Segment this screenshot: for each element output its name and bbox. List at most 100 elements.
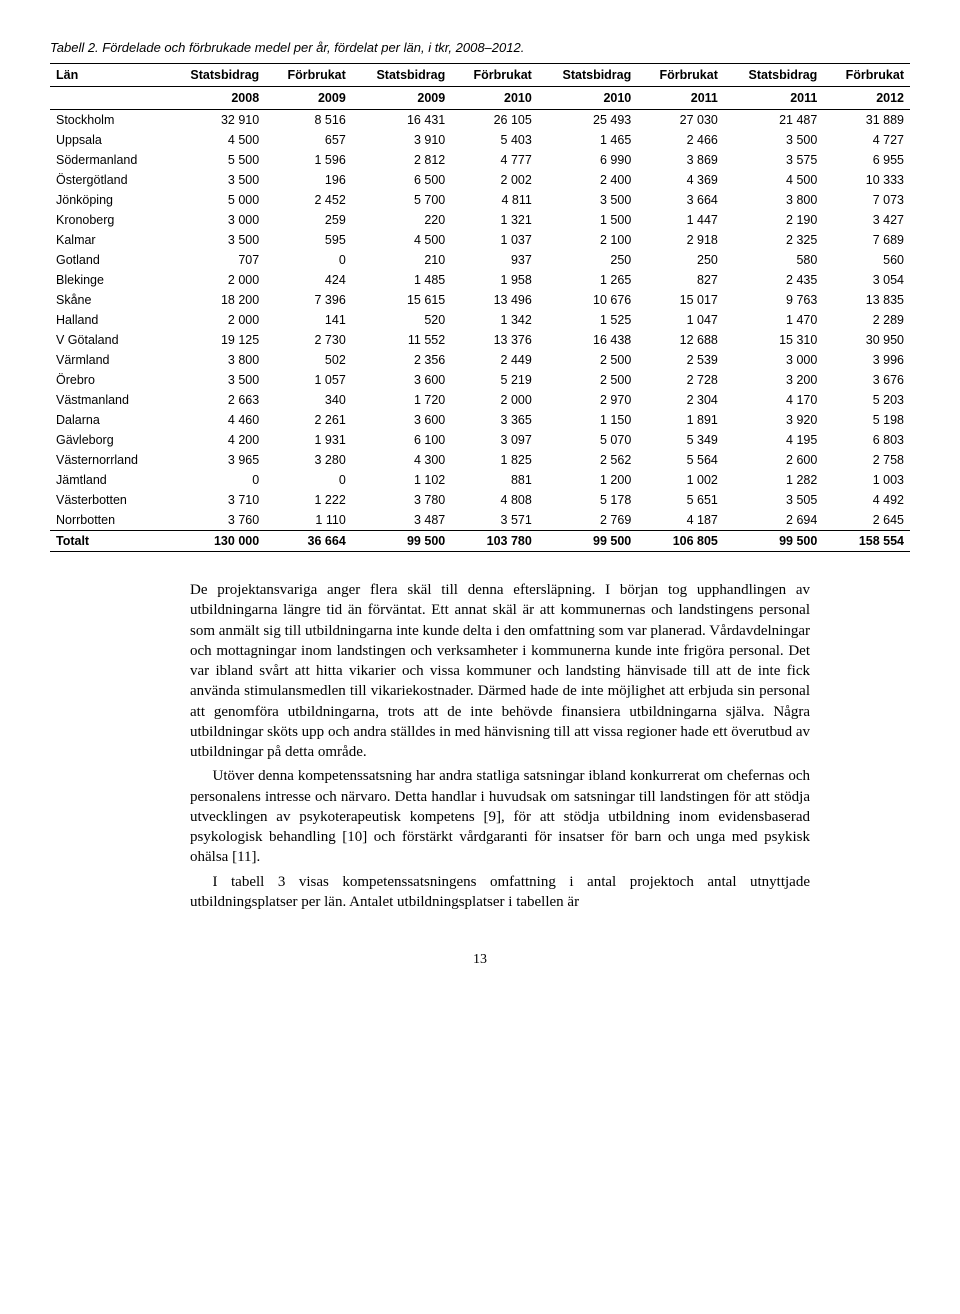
table-cell: 424 (265, 270, 352, 290)
table-cell: 4 811 (451, 190, 538, 210)
table-cell: 2 645 (823, 510, 910, 531)
table-cell: 15 615 (352, 290, 451, 310)
table-cell: 2 289 (823, 310, 910, 330)
table-cell: 3 600 (352, 410, 451, 430)
table-cell: 7 689 (823, 230, 910, 250)
col-subheader: 2009 (265, 87, 352, 110)
table-cell: 580 (724, 250, 823, 270)
table-cell: 2 000 (166, 310, 265, 330)
table-cell: 99 500 (538, 531, 637, 552)
table-row: Norrbotten3 7601 1103 4873 5712 7694 187… (50, 510, 910, 531)
table-cell: 2 663 (166, 390, 265, 410)
table-cell: Jämtland (50, 470, 166, 490)
table-cell: 3 097 (451, 430, 538, 450)
paragraph: De projektansvariga anger flera skäl til… (190, 580, 810, 762)
table-cell: Värmland (50, 350, 166, 370)
table-cell: 3 676 (823, 370, 910, 390)
table-cell: 5 203 (823, 390, 910, 410)
table-cell: 3 500 (724, 130, 823, 150)
table-row: Uppsala4 5006573 9105 4031 4652 4663 500… (50, 130, 910, 150)
table-row: Dalarna4 4602 2613 6003 3651 1501 8913 9… (50, 410, 910, 430)
table-cell: 3 920 (724, 410, 823, 430)
table-cell: 3 365 (451, 410, 538, 430)
table-row: Västernorrland3 9653 2804 3001 8252 5625… (50, 450, 910, 470)
table-row: Östergötland3 5001966 5002 0022 4004 369… (50, 170, 910, 190)
table-row: Stockholm32 9108 51616 43126 10525 49327… (50, 110, 910, 131)
table-cell: 30 950 (823, 330, 910, 350)
table-cell: 595 (265, 230, 352, 250)
table-cell: 2 000 (451, 390, 538, 410)
table-row: Gävleborg4 2001 9316 1003 0975 0705 3494… (50, 430, 910, 450)
table-cell: Kronoberg (50, 210, 166, 230)
table-cell: 3 571 (451, 510, 538, 531)
table-cell: 520 (352, 310, 451, 330)
table-cell: 1 447 (637, 210, 724, 230)
table-cell: 16 431 (352, 110, 451, 131)
table-cell: 3 600 (352, 370, 451, 390)
table-cell: 141 (265, 310, 352, 330)
table-cell: 4 460 (166, 410, 265, 430)
table-cell: 2 002 (451, 170, 538, 190)
table-cell: 3 965 (166, 450, 265, 470)
table-cell: 1 825 (451, 450, 538, 470)
table-row: Västerbotten3 7101 2223 7804 8085 1785 6… (50, 490, 910, 510)
table-cell: 2 500 (538, 350, 637, 370)
table-cell: 13 376 (451, 330, 538, 350)
table-cell: 13 835 (823, 290, 910, 310)
table-cell: 2 449 (451, 350, 538, 370)
col-header: Förbrukat (265, 64, 352, 87)
table-cell: 0 (265, 470, 352, 490)
table-cell: 5 070 (538, 430, 637, 450)
col-header: Statsbidrag (166, 64, 265, 87)
table-cell: 340 (265, 390, 352, 410)
table-cell: 2 190 (724, 210, 823, 230)
table-cell: 1 003 (823, 470, 910, 490)
table-cell: Gotland (50, 250, 166, 270)
table-cell: 5 349 (637, 430, 724, 450)
table-cell: 4 727 (823, 130, 910, 150)
table-cell: 2 769 (538, 510, 637, 531)
table-cell: 2 918 (637, 230, 724, 250)
table-cell: 560 (823, 250, 910, 270)
table-cell: 1 047 (637, 310, 724, 330)
table-caption: Tabell 2. Fördelade och förbrukade medel… (50, 40, 910, 55)
table-cell: 6 990 (538, 150, 637, 170)
table-cell: 5 651 (637, 490, 724, 510)
table-cell: 1 342 (451, 310, 538, 330)
table-cell: 2 562 (538, 450, 637, 470)
table-cell: 3 505 (724, 490, 823, 510)
table-cell: 4 777 (451, 150, 538, 170)
table-cell: 36 664 (265, 531, 352, 552)
table-cell: 18 200 (166, 290, 265, 310)
table-cell: 2 261 (265, 410, 352, 430)
table-cell: 2 600 (724, 450, 823, 470)
table-cell: Halland (50, 310, 166, 330)
table-cell: 3 280 (265, 450, 352, 470)
col-header: Län (50, 64, 166, 87)
table-cell: 1 265 (538, 270, 637, 290)
table-row: V Götaland19 1252 73011 55213 37616 4381… (50, 330, 910, 350)
table-cell: 502 (265, 350, 352, 370)
table-cell: Norrbotten (50, 510, 166, 531)
table-cell: 1 485 (352, 270, 451, 290)
table-cell: 10 333 (823, 170, 910, 190)
table-cell: 2 304 (637, 390, 724, 410)
table-cell: Gävleborg (50, 430, 166, 450)
col-header: Förbrukat (823, 64, 910, 87)
col-subheader: 2010 (538, 87, 637, 110)
table-cell: 8 516 (265, 110, 352, 131)
table-cell: 1 321 (451, 210, 538, 230)
table-cell: 3 000 (166, 210, 265, 230)
table-cell: 1 037 (451, 230, 538, 250)
col-header: Statsbidrag (724, 64, 823, 87)
table-cell: Stockholm (50, 110, 166, 131)
table-cell: 1 110 (265, 510, 352, 531)
table-cell: 657 (265, 130, 352, 150)
table-cell: 2 728 (637, 370, 724, 390)
table-cell: Totalt (50, 531, 166, 552)
table-cell: 25 493 (538, 110, 637, 131)
table-cell: 15 310 (724, 330, 823, 350)
table-cell: 106 805 (637, 531, 724, 552)
table-cell: 7 073 (823, 190, 910, 210)
table-cell: 2 730 (265, 330, 352, 350)
